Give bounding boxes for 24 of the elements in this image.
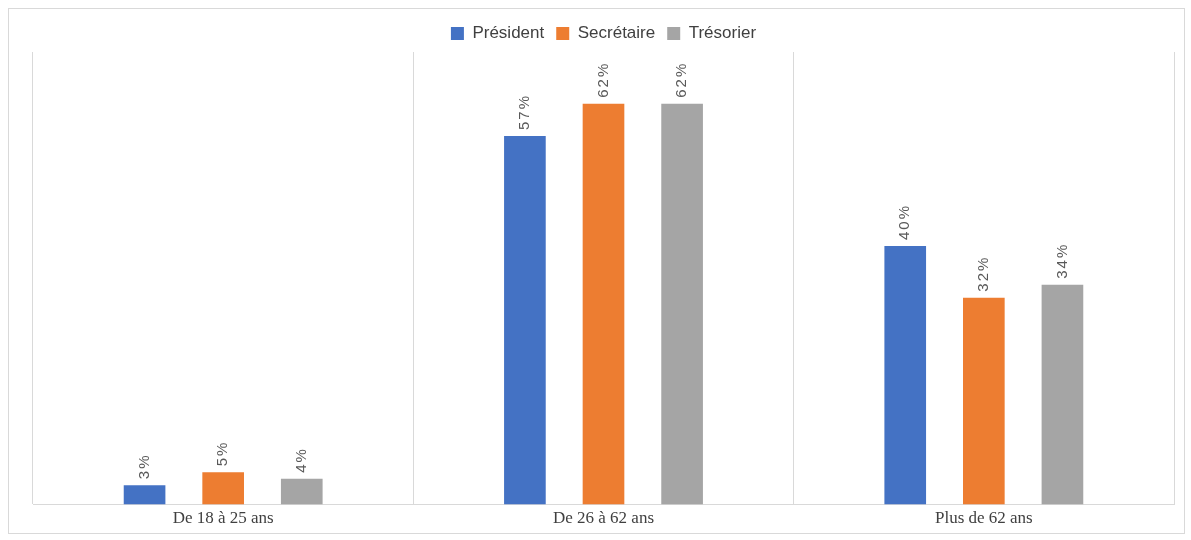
bar bbox=[123, 485, 166, 505]
bar bbox=[202, 472, 244, 505]
data-label: 62% bbox=[672, 61, 690, 98]
bar bbox=[963, 297, 1005, 505]
data-label: 34% bbox=[1052, 242, 1070, 279]
data-label: 32% bbox=[973, 255, 991, 292]
legend-label: Trésorier bbox=[688, 23, 757, 43]
data-label: 5% bbox=[213, 440, 231, 467]
bar bbox=[1041, 284, 1084, 505]
data-label: 62% bbox=[593, 61, 611, 98]
legend-label: Secrétaire bbox=[577, 23, 656, 43]
x-tick-label: Plus de 62 ans bbox=[934, 508, 1033, 528]
data-label: 57% bbox=[515, 94, 533, 131]
data-label: 40% bbox=[895, 203, 913, 240]
legend-label: Président bbox=[472, 23, 545, 43]
bar bbox=[504, 136, 546, 505]
bar bbox=[582, 103, 625, 505]
x-tick-label: De 26 à 62 ans bbox=[552, 508, 655, 528]
bar bbox=[661, 103, 703, 505]
data-label: 4% bbox=[291, 447, 309, 473]
x-tick-label: De 18 à 25 ans bbox=[172, 508, 274, 528]
bar bbox=[884, 245, 927, 505]
bar bbox=[280, 478, 323, 505]
data-label: 3% bbox=[134, 453, 152, 480]
